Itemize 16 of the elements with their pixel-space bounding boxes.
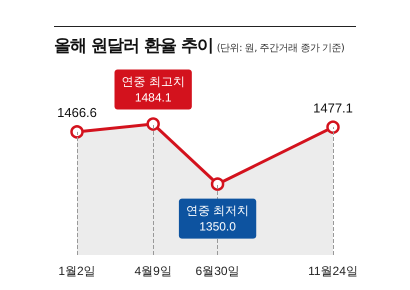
point	[146, 117, 160, 131]
data-label: 1477.1	[313, 100, 353, 116]
annotation: 연중 최고치	[122, 74, 185, 89]
x-tick-label: 1월2일	[58, 264, 96, 278]
x-tick-label: 11월24일	[308, 264, 358, 278]
point	[70, 125, 84, 139]
chart-subtitle: (단위: 원, 주간거래 종가 기준)	[216, 43, 344, 54]
x-tick-label: 4월9일	[134, 264, 172, 278]
point	[210, 177, 224, 191]
data-label: 1350.0	[199, 220, 236, 234]
annotation: 연중 최저치	[186, 204, 250, 218]
data-label: 1484.1	[134, 90, 172, 105]
x-tick-label: 6월30일	[196, 264, 240, 278]
point	[326, 120, 340, 134]
data-label: 1466.6	[57, 105, 97, 120]
chart-title: 올해 원달러 환율 추이	[54, 36, 213, 56]
